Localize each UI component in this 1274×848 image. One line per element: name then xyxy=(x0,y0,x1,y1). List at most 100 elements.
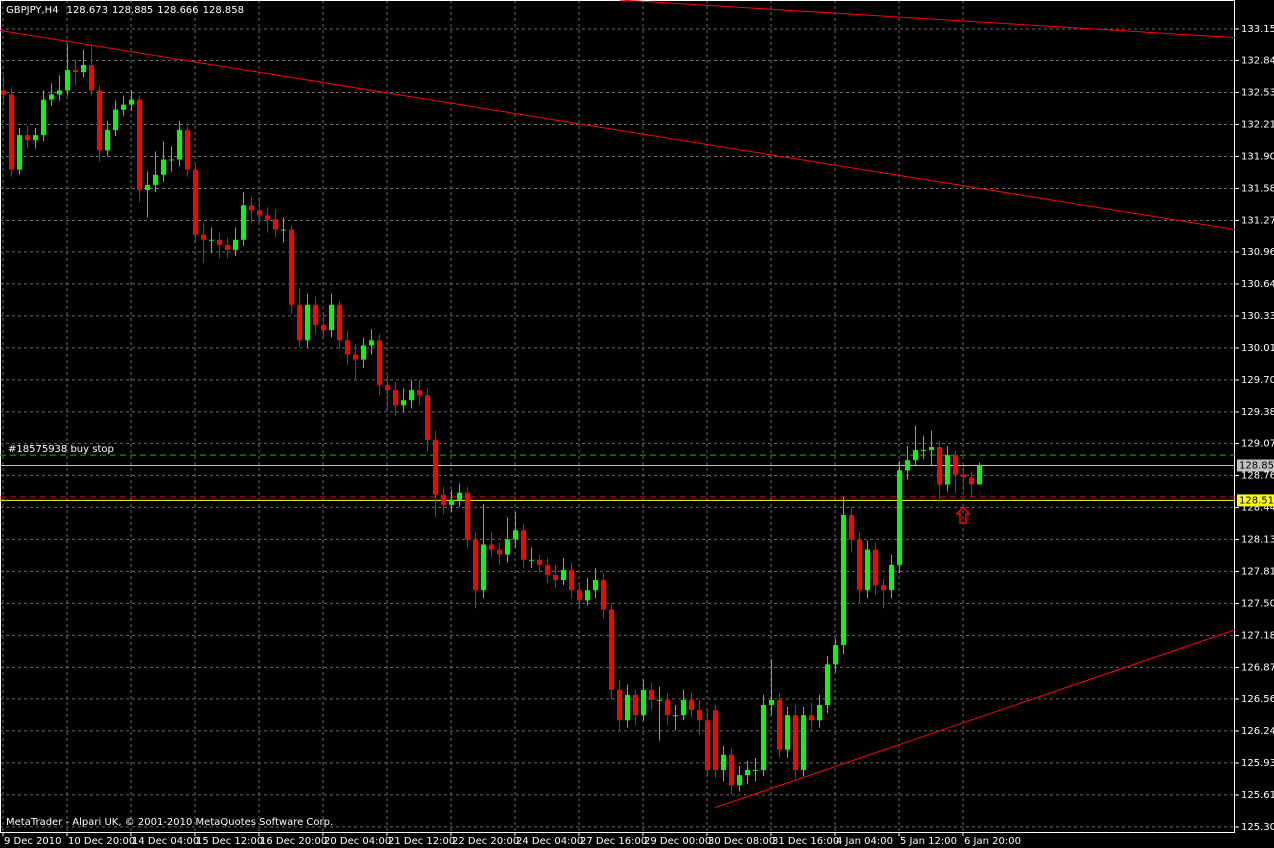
y-tick-label: 127.815 xyxy=(1241,566,1274,577)
y-tick-label: 129.385 xyxy=(1241,407,1274,418)
x-tick-label: 6 Jan 20:00 xyxy=(964,836,1021,847)
x-tick-label: 15 Dec 12:00 xyxy=(196,836,263,847)
candle-body xyxy=(905,460,910,471)
candle-body xyxy=(601,580,606,610)
candle-body xyxy=(145,184,150,190)
high-value: 128.885 xyxy=(112,5,153,16)
candle-body xyxy=(1,90,6,95)
candle-body xyxy=(433,439,438,495)
candle-body xyxy=(273,219,278,230)
candle-body xyxy=(241,205,246,240)
candle-body xyxy=(785,715,790,750)
symbol: GBPJPY,H4 xyxy=(6,5,59,16)
candle-body xyxy=(553,574,558,581)
candle-body xyxy=(889,564,894,591)
x-tick-label: 31 Dec 16:00 xyxy=(772,836,839,847)
candle-body xyxy=(57,90,62,95)
candle-body xyxy=(89,65,94,91)
candle-body xyxy=(713,710,718,771)
order-label: #18575938 buy stop xyxy=(8,444,114,455)
candle-body xyxy=(593,580,598,591)
candle-body xyxy=(969,477,974,485)
candle-body xyxy=(929,446,934,451)
y-tick-label: 132.530 xyxy=(1241,87,1274,98)
candle-body xyxy=(945,455,950,485)
candle-body xyxy=(161,159,166,175)
candle-body xyxy=(913,450,918,461)
candle-body xyxy=(65,70,70,91)
candle-body xyxy=(9,94,14,170)
candle-body xyxy=(545,564,550,575)
trendline xyxy=(0,29,1236,231)
candle-body xyxy=(577,590,582,601)
candle-body xyxy=(345,340,350,355)
x-tick-label: 20 Dec 04:00 xyxy=(324,836,391,847)
candle-body xyxy=(281,229,286,231)
candle-body xyxy=(857,539,862,591)
footer: MetaTrader - Alpari UK, © 2001-2010 Meta… xyxy=(6,817,333,828)
candle-body xyxy=(353,354,358,360)
candle-body xyxy=(473,539,478,591)
candle-body xyxy=(809,715,814,721)
y-tick-label: 130.330 xyxy=(1241,311,1274,322)
close-value: 128.858 xyxy=(203,5,244,16)
y-tick-label: 129.700 xyxy=(1241,375,1274,386)
low-value: 128.666 xyxy=(157,5,198,16)
candle-body xyxy=(777,699,782,750)
candle-body xyxy=(425,395,430,440)
x-tick-label: 4 Jan 04:00 xyxy=(836,836,893,847)
candle-body xyxy=(977,465,982,485)
y-tick-label: 127.500 xyxy=(1241,598,1274,609)
candle-body xyxy=(801,715,806,771)
candle-body xyxy=(705,720,710,771)
candle-body xyxy=(265,215,270,220)
y-tick-label: 125.300 xyxy=(1241,822,1274,833)
candle-body xyxy=(833,645,838,665)
candle-body xyxy=(657,699,662,701)
x-tick-label: 27 Dec 16:00 xyxy=(580,836,647,847)
candle-body xyxy=(465,492,470,540)
candle-body xyxy=(841,515,846,646)
x-tick-label: 16 Dec 20:00 xyxy=(260,836,327,847)
candle-body xyxy=(617,689,622,721)
y-tick-label: 132.215 xyxy=(1241,119,1274,130)
candle-body xyxy=(25,135,30,141)
candle-body xyxy=(137,99,142,190)
y-tick-label: 125.930 xyxy=(1241,758,1274,769)
candle-body xyxy=(825,664,830,706)
candle-body xyxy=(337,304,342,341)
candle-body xyxy=(129,99,134,105)
y-tick-label: 126.870 xyxy=(1241,662,1274,673)
candle-body xyxy=(377,340,382,386)
candle-body xyxy=(529,559,534,561)
candle-body xyxy=(729,754,734,786)
plot-frame xyxy=(0,0,1235,833)
x-tick-label: 24 Dec 04:00 xyxy=(516,836,583,847)
trendline xyxy=(714,629,1236,809)
candle-body xyxy=(873,549,878,586)
candle-body xyxy=(585,590,590,601)
candle-body xyxy=(937,446,942,485)
candle-body xyxy=(49,94,54,100)
candle-body xyxy=(313,304,318,326)
candle-body xyxy=(401,400,406,406)
candle-body xyxy=(961,474,966,478)
y-tick-label: 128.445 xyxy=(1241,502,1274,513)
y-tick-label: 125.615 xyxy=(1241,790,1274,801)
candle-body xyxy=(481,544,486,591)
candle-body xyxy=(73,70,78,73)
candle-body xyxy=(881,585,886,591)
candle-body xyxy=(849,515,854,540)
candle-body xyxy=(177,130,182,160)
candle-body xyxy=(721,754,726,771)
candle-body xyxy=(745,770,750,776)
candle-body xyxy=(297,304,302,341)
candle-body xyxy=(817,705,822,721)
y-tick-label: 128.130 xyxy=(1241,534,1274,545)
candle-body xyxy=(569,569,574,591)
candle-body xyxy=(625,694,630,721)
y-tick-label: 128.760 xyxy=(1241,470,1274,481)
y-tick-label: 130.015 xyxy=(1241,343,1274,354)
